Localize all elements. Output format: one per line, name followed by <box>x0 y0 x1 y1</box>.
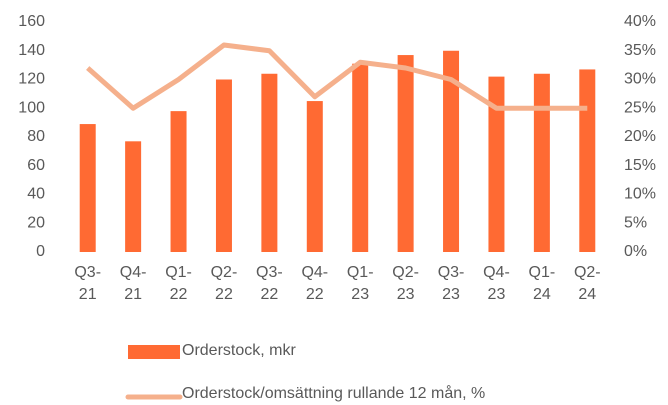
y2-tick-label: 25% <box>624 99 656 116</box>
bar <box>533 73 550 252</box>
y2-tick-label: 30% <box>624 71 656 88</box>
bar <box>397 55 414 252</box>
y2-tick-label: 10% <box>624 186 656 203</box>
bar <box>215 79 232 252</box>
y-tick-label: 100 <box>18 99 45 116</box>
bar <box>261 73 278 252</box>
y2-tick-label: 15% <box>624 157 656 174</box>
bar <box>170 111 187 252</box>
x-tick-label: Q4-23 <box>483 264 510 303</box>
bar <box>488 76 505 252</box>
legend-swatch <box>128 345 180 359</box>
y-tick-label: 160 <box>18 13 45 30</box>
y2-tick-label: 35% <box>624 42 656 59</box>
y-tick-label: 80 <box>27 128 45 145</box>
y-tick-label: 0 <box>36 243 45 260</box>
bar <box>579 69 596 252</box>
x-tick-label: Q4-22 <box>301 264 329 303</box>
x-tick-label: Q2-22 <box>210 264 238 303</box>
y2-tick-label: 0% <box>624 243 647 260</box>
x-tick-label: Q3-23 <box>437 264 465 303</box>
x-tick-label: Q3-22 <box>256 264 283 303</box>
y2-tick-label: 40% <box>624 13 656 30</box>
y-tick-label: 60 <box>27 157 45 174</box>
y2-tick-label: 5% <box>624 214 647 231</box>
x-tick-label: Q3-21 <box>74 264 102 303</box>
bar <box>306 101 323 252</box>
x-tick-label: Q2-23 <box>392 264 419 303</box>
x-tick-label: Q1-22 <box>165 264 192 303</box>
y-tick-label: 20 <box>27 214 45 231</box>
line <box>86 42 588 111</box>
y2-tick-label: 20% <box>624 128 656 145</box>
y-tick-label: 40 <box>27 186 45 203</box>
bar <box>443 50 460 252</box>
bar <box>352 63 369 252</box>
bar <box>79 124 96 252</box>
x-tick-label: Q1-23 <box>346 264 374 303</box>
y-tick-label: 140 <box>18 42 45 59</box>
legend-label: Orderstock/omsättning rullande 12 mån, % <box>182 385 486 402</box>
x-tick-label: Q1-24 <box>528 264 556 303</box>
x-tick-label: Q2-24 <box>573 264 601 303</box>
x-tick-label: Q4-21 <box>119 264 147 303</box>
legend-label: Orderstock, mkr <box>182 342 296 359</box>
bar <box>125 141 142 252</box>
y-tick-label: 120 <box>18 71 45 88</box>
